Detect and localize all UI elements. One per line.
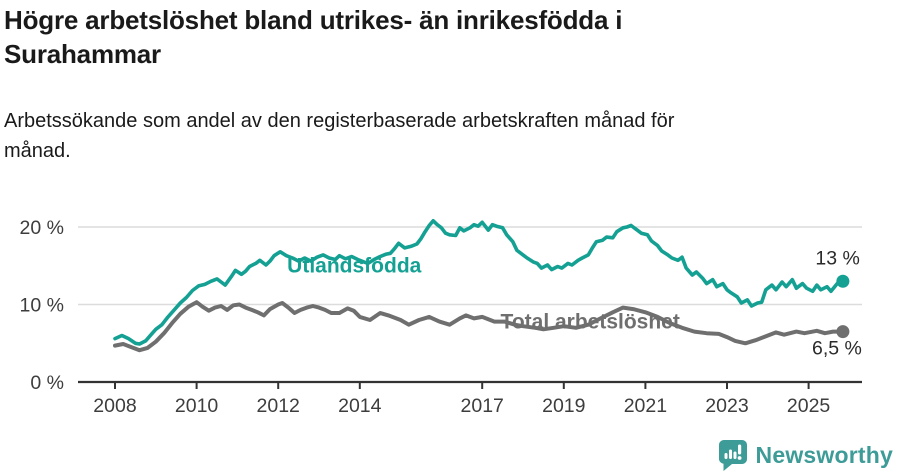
x-tick-label: 2025 <box>787 395 831 417</box>
x-tick-label: 2019 <box>542 395 585 417</box>
x-tick-label: 2017 <box>461 395 504 417</box>
x-tick-label: 2012 <box>257 395 300 417</box>
series-line-total <box>113 300 845 353</box>
chart-subtitle: Arbetssökande som andel av den registerb… <box>4 110 675 162</box>
x-tick-label: 2010 <box>175 395 219 417</box>
x-tick-label: 2008 <box>93 395 136 417</box>
newsworthy-logo: Newsworthy <box>718 440 893 471</box>
series-end-dot <box>836 274 850 288</box>
x-tick-label: 2021 <box>624 395 667 417</box>
y-tick-label: 10 % <box>20 295 64 317</box>
line-chart: 0 % 10 % 20 % 2008 2010 2012 2014 2017 2019 2021 2… <box>20 217 862 417</box>
series-end-dot <box>836 325 850 339</box>
series-line-foreign-born <box>113 219 845 346</box>
series-end-value-label: 6,5 % <box>812 338 862 360</box>
series-inline-label: Total arbetslöshet <box>501 311 680 334</box>
x-tick-label: 2014 <box>338 395 382 417</box>
newsworthy-wordmark: Newsworthy <box>755 442 893 468</box>
bar-chart-speech-bubble-icon <box>718 440 747 471</box>
series-inline-label: Utlandsfödda <box>287 255 421 278</box>
y-tick-label: 0 % <box>30 372 64 394</box>
chart-title: Högre arbetslöshet bland utrikes- än inr… <box>4 5 623 69</box>
series-end-value-label: 13 % <box>815 247 859 269</box>
newsworthy-icon-bubble <box>718 440 747 471</box>
x-tick-label: 2023 <box>705 395 748 417</box>
y-tick-label: 20 % <box>20 217 64 239</box>
